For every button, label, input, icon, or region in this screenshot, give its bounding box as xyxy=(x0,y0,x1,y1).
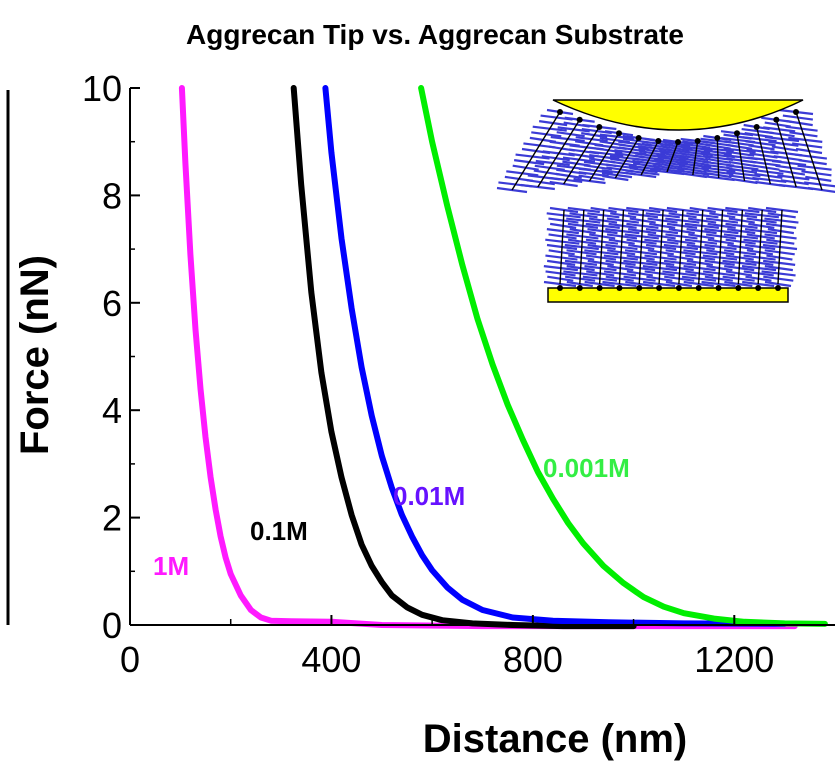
x-tick-label: 800 xyxy=(503,639,563,680)
anchor-dot xyxy=(576,116,583,123)
series-line-1m xyxy=(178,85,798,630)
anchor-dot xyxy=(636,285,643,291)
anchor-dot xyxy=(793,109,799,115)
chart-title: Aggrecan Tip vs. Aggrecan Substrate xyxy=(186,19,684,50)
series-label-0.001m: 0.001M xyxy=(543,453,630,483)
substrate-plate xyxy=(547,287,789,303)
brush-core xyxy=(537,119,581,188)
substrate-brush-layer xyxy=(543,206,799,288)
brush-core xyxy=(698,209,704,285)
anchor-dot xyxy=(735,285,742,291)
afm-tip-shape xyxy=(552,99,804,131)
x-ticks: 0 400 800 1200 xyxy=(120,615,774,680)
anchor-dot xyxy=(715,285,722,291)
anchor-dot xyxy=(675,139,681,145)
brush-core xyxy=(737,209,744,285)
anchor-dot xyxy=(656,285,663,291)
aggrecan-schematic-inset xyxy=(496,99,835,303)
y-tick-label: 2 xyxy=(102,498,122,539)
brush-core xyxy=(736,133,746,182)
brush-core xyxy=(511,111,561,191)
brush-core xyxy=(777,209,783,285)
brush-core xyxy=(795,111,823,191)
brush-core xyxy=(658,209,664,285)
series-line-0.1m xyxy=(290,85,637,630)
anchor-dot xyxy=(773,116,780,123)
y-ticks: 0 2 4 6 8 10 xyxy=(82,68,140,646)
anchor-dot xyxy=(695,285,702,291)
brush-core xyxy=(598,209,605,285)
series-label-0.1m: 0.1M xyxy=(250,516,308,546)
brush-core xyxy=(588,132,620,182)
y-axis-title: Force (nN) xyxy=(13,255,57,455)
brush-core xyxy=(618,209,625,285)
x-tick-label: 0 xyxy=(120,639,140,680)
anchor-dot xyxy=(694,137,701,144)
brush-core xyxy=(678,209,684,285)
anchor-dot xyxy=(753,124,760,130)
brush-core xyxy=(755,126,772,185)
anchor-dot xyxy=(675,285,682,291)
anchor-dot xyxy=(734,130,740,137)
brush-core xyxy=(666,141,679,173)
anchor-dot xyxy=(714,134,721,141)
brush-core xyxy=(638,209,644,285)
anchor-dot xyxy=(775,285,781,291)
anchor-points xyxy=(557,109,799,291)
series-line-0.001m xyxy=(418,85,828,627)
anchor-dot xyxy=(557,285,563,291)
y-tick-label: 4 xyxy=(102,390,122,431)
anchor-dot xyxy=(596,124,603,130)
anchor-dot xyxy=(635,134,642,141)
x-tick-label: 1200 xyxy=(694,639,774,680)
series-label-0.01m: 0.01M xyxy=(393,481,465,511)
y-tick-label: 0 xyxy=(102,605,122,646)
x-tick-label: 400 xyxy=(301,639,361,680)
series-layer xyxy=(178,85,828,630)
anchor-dot xyxy=(655,137,662,144)
brush-core xyxy=(757,209,763,285)
brush-core xyxy=(640,140,659,176)
brush-core xyxy=(716,137,720,179)
y-tick-label: 6 xyxy=(102,283,122,324)
brush-core xyxy=(579,209,585,285)
anchor-dot xyxy=(616,130,622,137)
anchor-dot xyxy=(557,109,563,115)
brush-core xyxy=(717,209,724,285)
brush-core xyxy=(559,209,565,285)
y-tick-label: 10 xyxy=(82,68,122,109)
anchor-dot xyxy=(755,285,762,291)
y-tick-label: 8 xyxy=(102,175,122,216)
series-line-0.01m xyxy=(322,85,788,627)
x-axis-title: Distance (nm) xyxy=(423,717,688,761)
anchor-dot xyxy=(576,285,583,291)
brush-core xyxy=(692,140,699,176)
brush-core xyxy=(775,119,797,188)
anchor-dot xyxy=(596,285,603,291)
series-label-1m: 1M xyxy=(153,551,189,581)
anchor-dot xyxy=(616,285,623,291)
tip-brush-layer xyxy=(496,108,835,194)
brush-core xyxy=(563,126,600,185)
brush-core xyxy=(614,137,640,179)
